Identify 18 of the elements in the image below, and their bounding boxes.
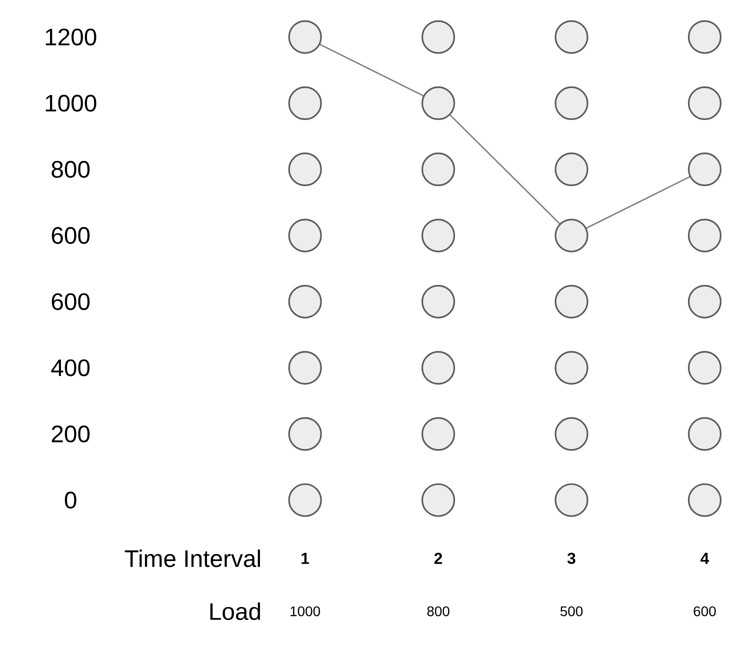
text: Load	[210, 602, 260, 620]
text: 800	[427, 606, 450, 616]
x-tick-label: 4	[700, 552, 710, 564]
text: 1000	[46, 94, 96, 112]
x-tick-label: 3	[567, 552, 576, 564]
text: 500	[560, 606, 583, 616]
text: 400	[51, 359, 90, 376]
text: 200	[52, 426, 90, 442]
text: 600	[52, 293, 90, 310]
text: 1000	[290, 606, 320, 616]
x-tick-label: 2	[434, 552, 442, 564]
x-axis-title: Time Interval	[124, 550, 260, 568]
text: 0	[64, 492, 76, 509]
x-tick-label: 1	[302, 552, 310, 564]
text: 600	[52, 227, 90, 244]
text: 800	[52, 160, 90, 178]
text: 1200	[46, 28, 96, 46]
text: 600	[694, 606, 716, 616]
